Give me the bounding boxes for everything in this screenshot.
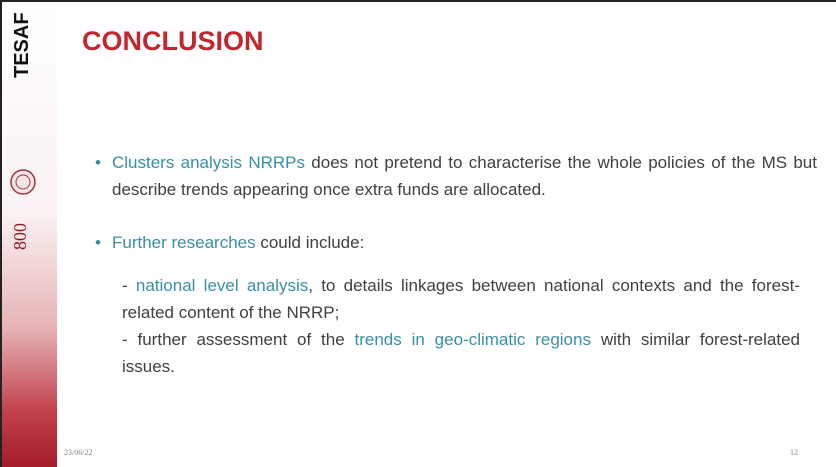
sub-items: - national level analysis, to details li… (122, 272, 800, 380)
anniversary-mark: 800 (10, 223, 30, 250)
body-text: - further assessment of the (122, 330, 355, 349)
sub-item: - national level analysis, to details li… (122, 272, 800, 326)
anniversary-text: 800 (10, 223, 30, 250)
highlight-text: Further researches (112, 233, 256, 252)
sidebar: TESAF 800 (2, 2, 57, 467)
body-text: does not pretend to characterise the who… (112, 153, 817, 199)
logo: TESAF (11, 12, 33, 78)
footer-date: 23/06/22 (64, 448, 93, 457)
logo-text: TESAF (11, 12, 33, 78)
bullet: Further researches could include: (95, 229, 817, 256)
body-text: - (122, 276, 136, 295)
page-number: 12 (790, 448, 798, 457)
highlight-text: Clusters analysis NRRPs (112, 153, 305, 172)
bullet: Clusters analysis NRRPs does not pretend… (95, 149, 817, 203)
body-text: could include: (255, 233, 365, 252)
highlight-text: trends in geo-climatic regions (354, 330, 591, 349)
highlight-text: national level analysis (135, 276, 309, 295)
university-seal (10, 169, 36, 195)
body-text: with similar forest-related issues. (122, 330, 801, 376)
slide-title: CONCLUSION (82, 26, 264, 56)
body-text: , to details linkages between national c… (122, 276, 800, 322)
sub-item: - further assessment of the trends in ge… (122, 326, 800, 380)
